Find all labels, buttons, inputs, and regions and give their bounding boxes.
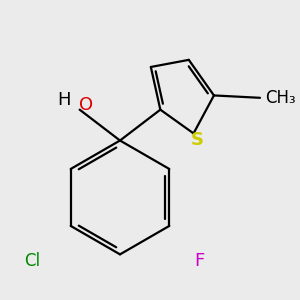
Text: Cl: Cl [24,253,40,271]
Text: H: H [57,91,71,109]
Text: CH₃: CH₃ [265,89,295,107]
Text: O: O [79,96,93,114]
Text: F: F [195,253,205,271]
Text: S: S [190,130,203,148]
